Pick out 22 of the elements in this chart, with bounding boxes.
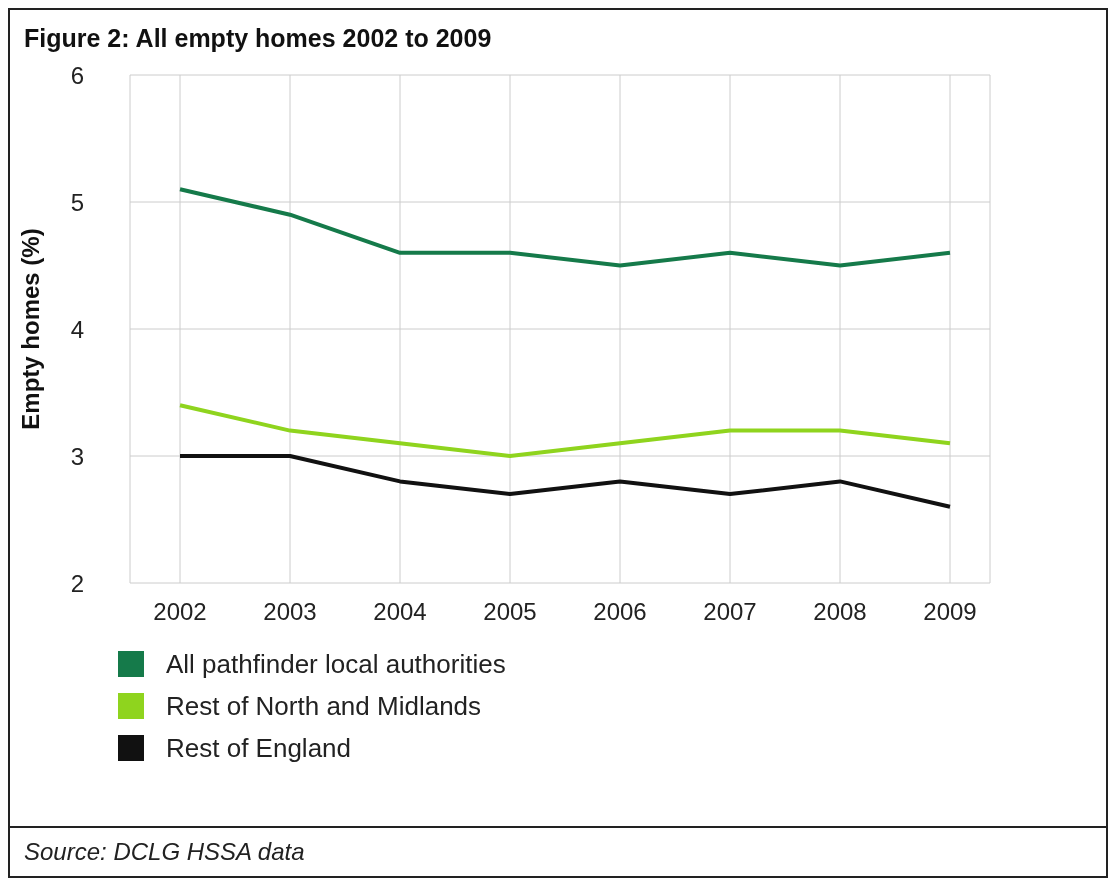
legend-label: Rest of England: [165, 731, 352, 765]
x-tick-label: 2007: [703, 598, 757, 626]
x-tick-label: 2006: [593, 598, 647, 626]
source-note: Source: DCLG HSSA data: [24, 838, 306, 866]
legend-label: Rest of North and Midlands: [165, 689, 483, 723]
chart-title: Figure 2: All empty homes 2002 to 2009: [23, 23, 493, 53]
y-axis-title: Empty homes (%): [16, 228, 44, 430]
x-tick-label: 2003: [263, 598, 317, 626]
y-tick-label: 3: [70, 442, 84, 470]
x-tick-label: 2002: [153, 598, 207, 626]
y-tick-label: 4: [70, 315, 84, 343]
y-tick-label: 2: [70, 569, 84, 597]
legend-label: All pathfinder local authorities: [165, 647, 507, 681]
line-series: [178, 403, 952, 458]
line-series: [178, 187, 952, 268]
x-tick-label: 2004: [373, 598, 427, 626]
y-tick-label: 6: [70, 61, 84, 89]
y-tick-label: 5: [70, 188, 84, 216]
line-series: [178, 454, 952, 509]
x-tick-label: 2009: [923, 598, 977, 626]
x-tick-label: 2008: [813, 598, 867, 626]
x-tick-label: 2005: [483, 598, 537, 626]
